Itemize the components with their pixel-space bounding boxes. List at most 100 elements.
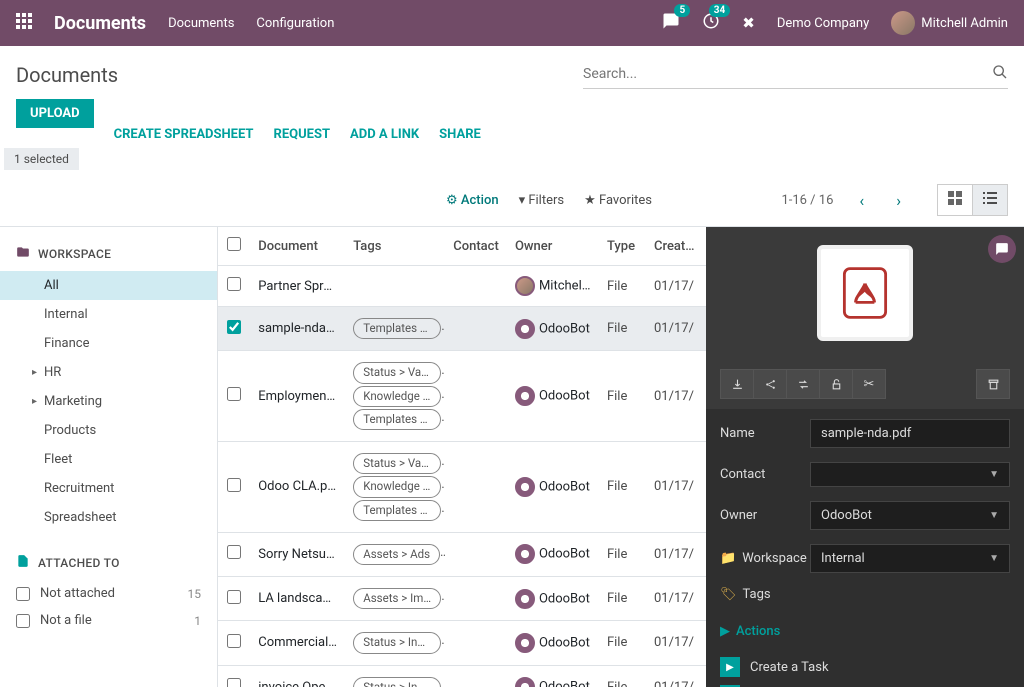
sidebar-item-all[interactable]: All [0, 271, 217, 300]
table-row[interactable]: invoice Open…Status > InboxOdooBotFile01… [218, 665, 706, 687]
doc-tags: Status > Validated Knowledge > HR Templa… [345, 351, 445, 442]
nav-documents[interactable]: Documents [168, 16, 234, 31]
doc-owner: OdooBot [507, 351, 599, 442]
table-row[interactable]: Partner Spre…Mitchell A…File01/17/ [218, 266, 706, 307]
split-button[interactable]: ✂ [852, 369, 886, 399]
owner-select[interactable]: OdooBot▼ [810, 501, 1010, 530]
filters-dropdown[interactable]: ▾ Filters [519, 193, 565, 208]
nav-configuration[interactable]: Configuration [256, 16, 334, 31]
select-all-checkbox[interactable] [227, 237, 241, 251]
col-document[interactable]: Document [250, 227, 345, 266]
activity-badge: 34 [709, 4, 730, 17]
row-checkbox[interactable] [227, 590, 241, 604]
row-checkbox[interactable] [227, 545, 241, 559]
owner-avatar [515, 386, 535, 406]
main-area: WORKSPACE AllInternalFinance▸HR▸Marketin… [0, 226, 1024, 687]
not-a-file-checkbox[interactable] [16, 614, 30, 628]
page-prev[interactable]: ‹ [853, 191, 870, 210]
kanban-view-button[interactable] [938, 185, 972, 215]
search-icon[interactable] [992, 64, 1008, 84]
user-menu[interactable]: Mitchell Admin [891, 11, 1008, 35]
create-spreadsheet-button[interactable]: CREATE SPREADSHEET [114, 127, 254, 142]
doc-name: LA landscap… [250, 577, 345, 621]
table-row[interactable]: Sorry Netsui…Assets > AdsOdooBotFile01/1… [218, 532, 706, 576]
sidebar-item-fleet[interactable]: Fleet [0, 445, 217, 474]
sidebar-item-marketing[interactable]: ▸Marketing [0, 387, 217, 416]
col-owner[interactable]: Owner [507, 227, 599, 266]
document-table: Document Tags Contact Owner Type Created… [218, 227, 706, 687]
request-button[interactable]: REQUEST [274, 127, 331, 142]
sidebar-item-spreadsheet[interactable]: Spreadsheet [0, 503, 217, 532]
col-tags[interactable]: Tags [345, 227, 445, 266]
replace-button[interactable] [786, 369, 820, 399]
col-created[interactable]: Created on [646, 227, 706, 266]
table-row[interactable]: LA landscap…Assets > ImagesOdooBotFile01… [218, 577, 706, 621]
row-checkbox[interactable] [227, 387, 241, 401]
file-icon [16, 554, 30, 572]
archive-button[interactable] [976, 369, 1010, 399]
lock-button[interactable] [819, 369, 853, 399]
share-button[interactable]: SHARE [439, 127, 481, 142]
tags-field: 🏷Tags [720, 587, 1010, 602]
sidebar-item-finance[interactable]: Finance [0, 329, 217, 358]
list-view-button[interactable] [972, 185, 1007, 215]
doc-contact [445, 266, 507, 307]
sidebar-item-products[interactable]: Products [0, 416, 217, 445]
play-icon: ▶ [720, 657, 740, 677]
owner-field: Owner OdooBot▼ [720, 501, 1010, 530]
upload-button[interactable]: UPLOAD [16, 99, 94, 128]
table-row[interactable]: Employment…Status > Validated Knowledge … [218, 351, 706, 442]
doc-name: Partner Spre… [250, 266, 345, 307]
favorites-dropdown[interactable]: ★ Favorites [584, 193, 652, 208]
not-a-file-filter[interactable]: Not a file 1 [0, 607, 217, 634]
search-bar[interactable] [583, 60, 1008, 89]
tag-icon: 🏷 [720, 587, 737, 602]
contact-select[interactable]: ▼ [810, 462, 1010, 487]
doc-owner: OdooBot [507, 665, 599, 687]
doc-created: 01/17/ [646, 266, 706, 307]
name-input[interactable]: sample-nda.pdf [810, 419, 1010, 448]
table-row[interactable]: Odoo CLA.pdfStatus > Validated Knowledge… [218, 442, 706, 533]
col-type[interactable]: Type [599, 227, 646, 266]
row-checkbox[interactable] [227, 634, 241, 648]
chat-icon[interactable]: 5 [662, 12, 680, 34]
owner-avatar [515, 477, 535, 497]
doc-contact [445, 532, 507, 576]
doc-contact [445, 442, 507, 533]
doc-name: sample-nda… [250, 307, 345, 351]
page-next[interactable]: › [890, 191, 907, 210]
row-checkbox[interactable] [227, 478, 241, 492]
sidebar-item-hr[interactable]: ▸HR [0, 358, 217, 387]
view-switcher [937, 184, 1008, 216]
pdf-thumbnail[interactable] [817, 245, 913, 341]
chatter-button[interactable] [988, 235, 1016, 263]
action-sign[interactable]: ▶Sign [720, 681, 1010, 687]
add-link-button[interactable]: ADD A LINK [350, 127, 419, 142]
sidebar-item-recruitment[interactable]: Recruitment [0, 474, 217, 503]
not-attached-checkbox[interactable] [16, 587, 30, 601]
activity-icon[interactable]: 34 [702, 12, 720, 34]
action-create-a-task[interactable]: ▶Create a Task [720, 653, 1010, 681]
row-checkbox[interactable] [227, 320, 241, 334]
company-switcher[interactable]: Demo Company [777, 16, 869, 31]
not-attached-filter[interactable]: Not attached 15 [0, 580, 217, 607]
doc-contact [445, 351, 507, 442]
debug-icon[interactable]: ✖ [742, 14, 755, 32]
sidebar-item-internal[interactable]: Internal [0, 300, 217, 329]
action-dropdown[interactable]: ⚙ Action [446, 193, 499, 208]
workspace-select[interactable]: Internal▼ [810, 544, 1010, 573]
doc-owner: OdooBot [507, 532, 599, 576]
doc-name: Sorry Netsui… [250, 532, 345, 576]
table-row[interactable]: sample-nda…Templates > C…OdooBotFile01/1… [218, 307, 706, 351]
col-contact[interactable]: Contact [445, 227, 507, 266]
table-header-row: Document Tags Contact Owner Type Created… [218, 227, 706, 266]
search-input[interactable] [583, 66, 992, 82]
download-button[interactable] [720, 369, 754, 399]
tag-pill: Assets > Images [353, 588, 441, 609]
row-checkbox[interactable] [227, 678, 241, 687]
doc-contact [445, 307, 507, 351]
share-doc-button[interactable] [753, 369, 787, 399]
row-checkbox[interactable] [227, 277, 241, 291]
apps-icon[interactable] [16, 13, 32, 34]
doc-tags: Templates > C… [345, 307, 445, 351]
